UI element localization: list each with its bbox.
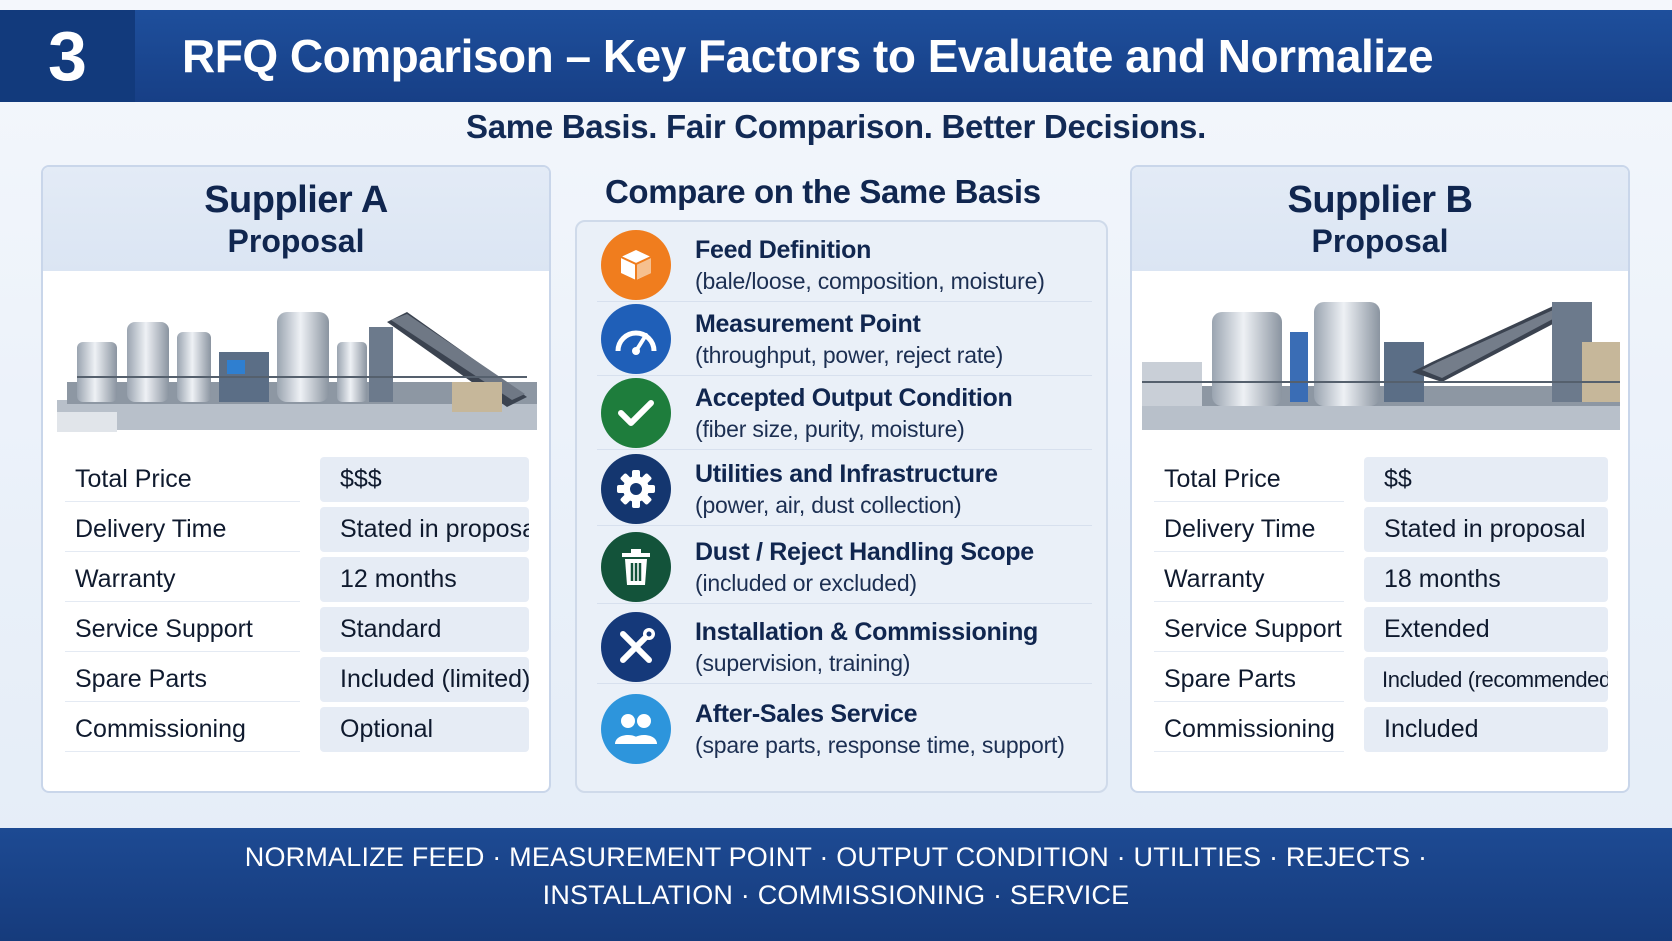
- factor-detail: (spare parts, response time, support): [695, 732, 1065, 758]
- factor-detail: (bale/loose, composition, moisture): [695, 268, 1045, 294]
- supplier-b-sub: Proposal: [1311, 223, 1449, 259]
- row-label: Total Price: [1154, 457, 1344, 502]
- row-value: 12 months: [320, 557, 529, 602]
- row-value: Standard: [320, 607, 529, 652]
- table-row: Commissioning Included: [1154, 707, 1608, 752]
- row-value: $$$: [320, 457, 529, 502]
- factor-title: Measurement Point: [695, 310, 921, 338]
- table-row: Delivery Time Stated in proposal: [1154, 507, 1608, 552]
- row-value: Included: [1364, 707, 1608, 752]
- gear-icon: [601, 454, 671, 524]
- row-label: Total Price: [65, 457, 300, 502]
- row-label: Spare Parts: [65, 657, 300, 702]
- supplier-a-card: Supplier A Proposal: [41, 165, 551, 793]
- row-label: Spare Parts: [1154, 657, 1344, 702]
- factors-panel: Feed Definition (bale/loose, composition…: [575, 220, 1108, 793]
- table-row: Spare Parts Included (recommended): [1154, 657, 1608, 702]
- section-number: 3: [0, 10, 135, 102]
- factor-title: After-Sales Service: [695, 700, 918, 728]
- factor-title: Dust / Reject Handling Scope: [695, 538, 1034, 566]
- check-icon: [601, 378, 671, 448]
- people-icon: [601, 694, 671, 764]
- row-value: Optional: [320, 707, 529, 752]
- table-row: Service Support Extended: [1154, 607, 1608, 652]
- table-row: Delivery Time Stated in proposal: [65, 507, 529, 552]
- factor-detail: (included or excluded): [695, 570, 917, 596]
- box-icon: [601, 230, 671, 300]
- supplier-b-table: Total Price $$ Delivery Time Stated in pro…: [1154, 457, 1608, 757]
- center-title: Compare on the Same Basis: [605, 173, 1041, 210]
- page-title: RFQ Comparison – Key Factors to Evaluate…: [182, 30, 1434, 82]
- supplier-a-sub: Proposal: [227, 223, 365, 259]
- table-row: Total Price $$$: [65, 457, 529, 502]
- factor-detail: (supervision, training): [695, 650, 911, 676]
- factor-item: Utilities and Infrastructure (power, air…: [597, 452, 1092, 526]
- header-bar: 3 RFQ Comparison – Key Factors to Evalua…: [0, 10, 1672, 102]
- tools-icon: [601, 612, 671, 682]
- table-row: Spare Parts Included (limited): [65, 657, 529, 702]
- table-row: Total Price $$: [1154, 457, 1608, 502]
- table-row: Warranty 18 months: [1154, 557, 1608, 602]
- row-label: Commissioning: [65, 707, 300, 752]
- footer-line-1: NORMALIZE FEED · MEASUREMENT POINT · OUT…: [244, 842, 1428, 872]
- row-value: Stated in proposal: [1364, 507, 1608, 552]
- row-label: Delivery Time: [1154, 507, 1344, 552]
- factor-item: Feed Definition (bale/loose, composition…: [597, 228, 1092, 302]
- factor-item: Measurement Point (throughput, power, re…: [597, 302, 1092, 376]
- factor-title: Accepted Output Condition: [695, 384, 1013, 412]
- factor-title: Feed Definition: [695, 236, 872, 264]
- row-value: $$: [1364, 457, 1608, 502]
- trash-icon: [601, 532, 671, 602]
- factor-item: Accepted Output Condition (fiber size, p…: [597, 376, 1092, 450]
- row-label: Delivery Time: [65, 507, 300, 552]
- row-label: Commissioning: [1154, 707, 1344, 752]
- table-row: Commissioning Optional: [65, 707, 529, 752]
- factor-item: Installation & Commissioning (supervisio…: [597, 610, 1092, 684]
- factor-title: Installation & Commissioning: [695, 618, 1039, 646]
- factor-detail: (throughput, power, reject rate): [695, 342, 1004, 368]
- factor-item: After-Sales Service (spare parts, respon…: [597, 692, 1092, 766]
- supplier-a-name: Supplier A: [204, 179, 388, 221]
- row-value: Stated in proposal: [320, 507, 529, 552]
- supplier-b-card: Supplier B Proposal Total Price $$ D: [1130, 165, 1630, 793]
- supplier-a-header: Supplier A Proposal: [43, 167, 549, 271]
- subtitle: Same Basis. Fair Comparison. Better Deci…: [466, 108, 1206, 145]
- table-row: Warranty 12 months: [65, 557, 529, 602]
- factor-detail: (power, air, dust collection): [695, 492, 962, 518]
- row-label: Service Support: [65, 607, 300, 652]
- table-row: Service Support Standard: [65, 607, 529, 652]
- footer-line-2: INSTALLATION · COMMISSIONING · SERVICE: [542, 880, 1130, 910]
- row-value: Included (limited): [320, 657, 529, 702]
- factor-detail: (fiber size, purity, moisture): [695, 416, 965, 442]
- factor-title: Utilities and Infrastructure: [695, 460, 998, 488]
- machinery-image: [1142, 302, 1620, 430]
- row-label: Warranty: [1154, 557, 1344, 602]
- row-value: 18 months: [1364, 557, 1608, 602]
- supplier-b-name: Supplier B: [1287, 179, 1473, 221]
- gauge-icon: [601, 304, 671, 374]
- factor-item: Dust / Reject Handling Scope (included o…: [597, 530, 1092, 604]
- row-value: Included (recommended): [1364, 657, 1608, 702]
- row-value: Extended: [1364, 607, 1608, 652]
- row-label: Service Support: [1154, 607, 1344, 652]
- supplier-a-table: Total Price $$$ Delivery Time Stated in pr…: [65, 457, 529, 757]
- supplier-b-header: Supplier B Proposal: [1132, 167, 1628, 271]
- footer-bar: NORMALIZE FEED · MEASUREMENT POINT · OUT…: [0, 828, 1672, 941]
- row-label: Warranty: [65, 557, 300, 602]
- machinery-image: [57, 312, 537, 432]
